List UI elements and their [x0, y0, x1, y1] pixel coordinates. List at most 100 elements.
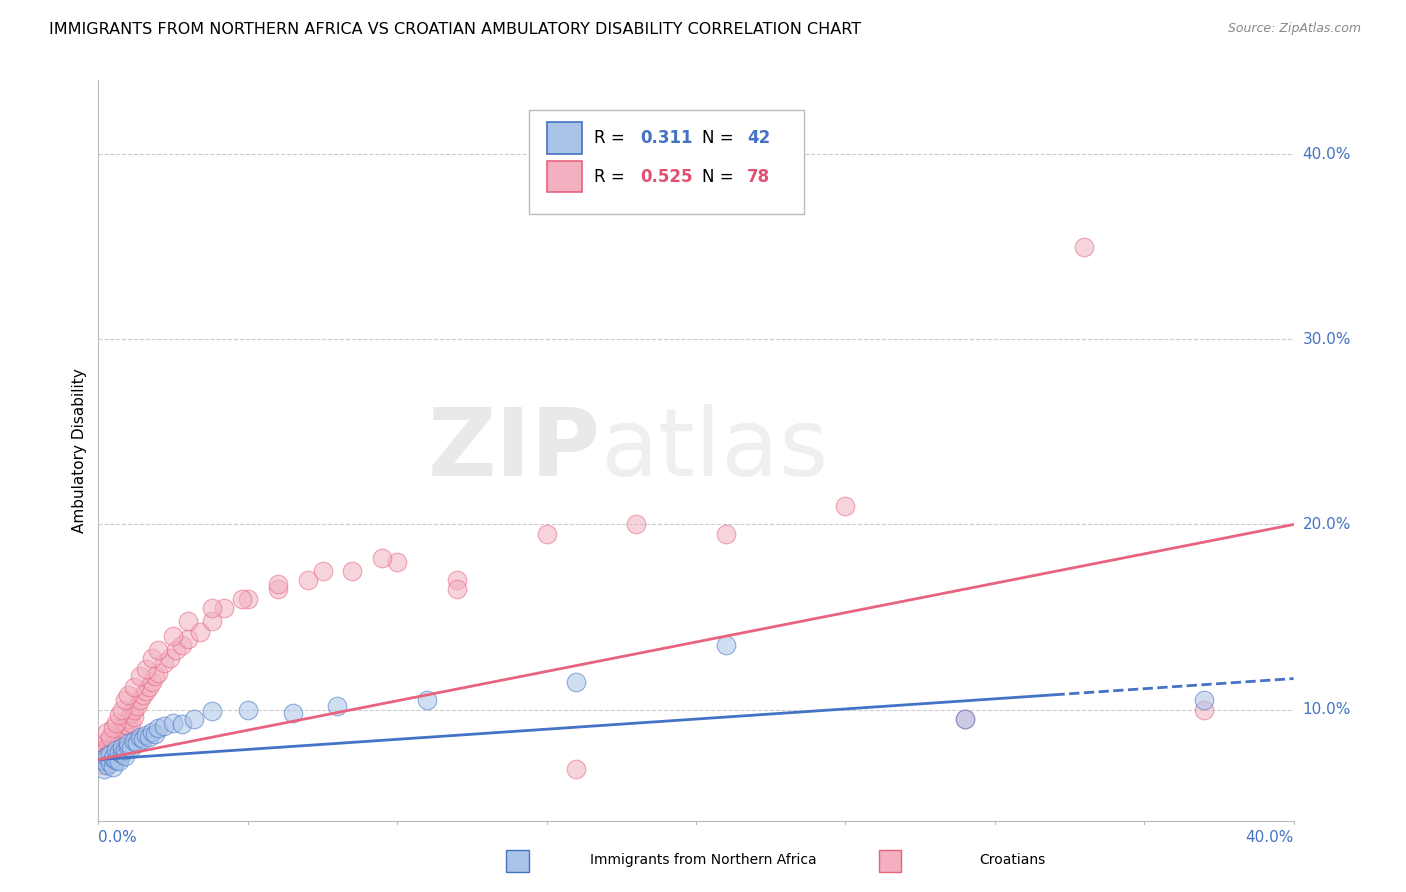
Point — [98, 745, 122, 759]
Point — [342, 564, 364, 578]
Point — [98, 756, 122, 771]
Point — [108, 755, 131, 769]
Point — [124, 734, 146, 748]
Point — [177, 614, 200, 628]
Point — [105, 753, 128, 767]
Point — [1192, 703, 1215, 717]
Point — [536, 526, 558, 541]
Point — [236, 591, 259, 606]
Point — [1073, 240, 1095, 254]
Point — [105, 715, 128, 730]
Text: 0.0%: 0.0% — [98, 830, 138, 845]
Text: Croatians: Croatians — [979, 853, 1046, 867]
Text: N =: N = — [702, 129, 738, 147]
Point — [96, 748, 118, 763]
Text: R =: R = — [595, 168, 630, 186]
Point — [105, 741, 128, 756]
Point — [120, 706, 142, 721]
Point — [172, 638, 194, 652]
Point — [117, 688, 139, 702]
Bar — [506, 850, 529, 872]
Point — [148, 665, 170, 680]
Point — [105, 743, 128, 757]
Point — [143, 726, 166, 740]
Point — [446, 582, 468, 597]
Point — [124, 681, 146, 695]
Point — [111, 747, 134, 761]
Point — [117, 719, 139, 733]
Point — [371, 550, 394, 565]
Point — [98, 747, 122, 761]
Text: 0.525: 0.525 — [640, 168, 692, 186]
Point — [236, 703, 259, 717]
Point — [96, 734, 118, 748]
Point — [108, 723, 131, 737]
Text: 42: 42 — [748, 129, 770, 147]
Point — [143, 669, 166, 683]
Text: 30.0%: 30.0% — [1302, 332, 1351, 347]
Point — [103, 721, 125, 735]
Point — [416, 693, 439, 707]
Point — [96, 739, 118, 754]
Point — [565, 762, 588, 776]
Point — [311, 564, 333, 578]
Point — [111, 729, 134, 743]
Point — [626, 517, 648, 532]
Point — [135, 729, 157, 743]
Point — [714, 526, 737, 541]
Point — [90, 753, 112, 767]
Point — [108, 745, 131, 759]
Point — [135, 684, 157, 698]
Bar — [547, 122, 582, 153]
Point — [114, 724, 136, 739]
Text: atlas: atlas — [600, 404, 828, 497]
Point — [183, 712, 205, 726]
Point — [953, 712, 976, 726]
Point — [129, 669, 152, 683]
Point — [98, 734, 122, 748]
Point — [90, 753, 112, 767]
Point — [96, 755, 118, 769]
Point — [231, 591, 253, 606]
Point — [117, 736, 139, 750]
Bar — [547, 161, 582, 192]
Point — [132, 732, 155, 747]
Point — [111, 739, 134, 754]
Point — [159, 650, 181, 665]
Point — [267, 582, 290, 597]
Text: N =: N = — [702, 168, 738, 186]
Point — [148, 643, 170, 657]
Text: 20.0%: 20.0% — [1302, 517, 1351, 532]
Point — [129, 693, 152, 707]
Text: 0.311: 0.311 — [640, 129, 692, 147]
Point — [108, 708, 131, 723]
Point — [141, 674, 163, 689]
Point — [120, 741, 142, 756]
Point — [111, 703, 134, 717]
Point — [1192, 693, 1215, 707]
Point — [127, 698, 149, 713]
Point — [172, 717, 194, 731]
Point — [138, 731, 160, 745]
Point — [188, 624, 211, 639]
Point — [96, 724, 118, 739]
Point — [93, 762, 115, 776]
Point — [117, 712, 139, 726]
Point — [297, 573, 319, 587]
Point — [114, 743, 136, 757]
Point — [148, 721, 170, 735]
Point — [267, 576, 290, 591]
Point — [165, 643, 187, 657]
Point — [114, 748, 136, 763]
Y-axis label: Ambulatory Disability: Ambulatory Disability — [72, 368, 87, 533]
Point — [446, 573, 468, 587]
Point — [103, 750, 125, 764]
Point — [162, 715, 184, 730]
Point — [153, 719, 176, 733]
Point — [129, 731, 152, 745]
Text: 40.0%: 40.0% — [1302, 147, 1351, 161]
Text: 78: 78 — [748, 168, 770, 186]
Text: Source: ZipAtlas.com: Source: ZipAtlas.com — [1227, 22, 1361, 36]
Point — [93, 750, 115, 764]
FancyBboxPatch shape — [529, 110, 804, 213]
